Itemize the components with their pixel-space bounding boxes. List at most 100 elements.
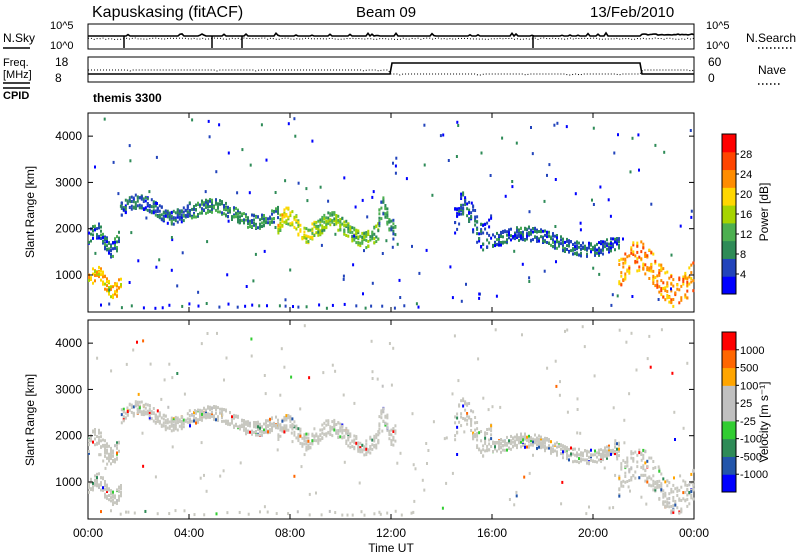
velocity-cell-1618 — [627, 485, 630, 489]
power-cell-1763 — [305, 187, 308, 191]
velocity-cell-1753 — [426, 462, 428, 465]
power-cell-1280 — [570, 249, 572, 253]
velocity-cell-1175 — [538, 445, 540, 449]
power-cell-1603 — [690, 277, 693, 280]
velocity-cell-358 — [188, 414, 191, 417]
power-cell-455 — [225, 213, 227, 217]
power-cell-864 — [363, 232, 366, 236]
power-cell-961 — [394, 233, 397, 237]
velocity-cell-1399 — [620, 465, 623, 469]
velocity-cell-759 — [329, 426, 332, 430]
velocity-cell-720 — [313, 439, 316, 442]
power-cell-1091 — [500, 234, 502, 238]
power-cell-1525 — [660, 287, 663, 291]
power-cell-229 — [144, 195, 147, 199]
velocity-cell-812 — [347, 432, 350, 435]
power-cell-421 — [211, 198, 213, 202]
power-cell-588 — [271, 217, 273, 221]
velocity-cell-417 — [207, 412, 209, 416]
power-cell-893 — [373, 241, 376, 245]
velocity-cell-1186 — [542, 441, 544, 445]
power-cell-1166 — [526, 234, 528, 238]
power-cell-1493 — [650, 251, 653, 255]
power-cell-1288 — [572, 247, 574, 251]
power-cell-1284 — [572, 243, 574, 246]
power-cell-329 — [178, 209, 181, 213]
power-cell-777 — [335, 222, 338, 226]
power-cell-1757 — [391, 245, 394, 249]
velocity-cell-973 — [468, 415, 471, 419]
power-cell-1738 — [197, 290, 200, 294]
velocity-cell-450 — [215, 418, 217, 422]
velocity-colorbar-frame — [721, 331, 737, 493]
velocity-cell-1466 — [644, 450, 647, 454]
velocity-cell-1722 — [576, 408, 579, 411]
velocity-cell-684 — [299, 427, 302, 431]
velocity-cell-414 — [205, 416, 207, 420]
power-cell-1460 — [638, 265, 641, 269]
velocity-cell-186 — [122, 415, 125, 419]
velocity-cell-1645 — [392, 346, 395, 350]
power-cell-1682 — [284, 298, 287, 302]
velocity-cell-876 — [375, 443, 378, 447]
power-cell-1267 — [564, 247, 566, 251]
power-cell-141 — [108, 286, 110, 290]
velocity-cell-309 — [170, 429, 173, 433]
power-cell-708 — [313, 220, 316, 224]
power-cell-497 — [239, 211, 241, 215]
velocity-cell-1418 — [626, 480, 629, 483]
velocity-cell-871 — [373, 434, 376, 438]
velocity-cell-532 — [247, 430, 249, 434]
velocity-cell-517 — [243, 428, 245, 432]
power-cell-1718 — [155, 265, 158, 269]
velocity-cell-637 — [283, 418, 286, 422]
velocity-cell-1165 — [536, 446, 538, 450]
velocity-cell-428 — [209, 408, 211, 412]
power-cell-1564 — [672, 298, 675, 301]
velocity-cell-951 — [460, 399, 463, 403]
velocity-cell-125 — [102, 477, 104, 481]
power-cell-1570 — [676, 287, 679, 291]
velocity-cell-1732 — [200, 342, 203, 346]
velocity-cell-129 — [104, 487, 106, 491]
velocity-cell-1777 — [640, 495, 643, 499]
velocity-cell-824 — [353, 434, 356, 438]
velocity-cell-873 — [373, 439, 376, 443]
velocity-cell-1361 — [608, 449, 610, 453]
velocity-cells — [88, 324, 695, 517]
power-cell-1441 — [630, 246, 633, 250]
velocity-cell-754 — [327, 430, 330, 434]
power-colorbar-tick-label-0: 28 — [740, 149, 752, 161]
power-cell-623 — [281, 213, 284, 217]
power-cell-1585 — [684, 295, 687, 299]
velocity-cell-704 — [307, 446, 310, 450]
power-cell-465 — [227, 209, 229, 213]
power-cell-201 — [132, 200, 135, 204]
velocity-cell-69 — [112, 459, 114, 462]
velocity-cell-1074 — [504, 439, 506, 443]
power-cell-1616 — [395, 156, 398, 160]
power-cell-338 — [182, 206, 185, 210]
velocity-cell-788 — [341, 431, 344, 435]
power-cell-1488 — [648, 277, 651, 280]
velocity-cell-114 — [98, 486, 100, 489]
y-tick-label-1: 2000 — [55, 222, 82, 236]
power-cell-812 — [347, 230, 350, 234]
velocity-cell-1213 — [550, 451, 552, 455]
velocity-cell-901 — [382, 407, 385, 411]
velocity-cell-1576 — [682, 491, 685, 495]
velocity-cell-835 — [357, 441, 360, 445]
power-cell-1373 — [606, 243, 608, 247]
power-cell-848 — [357, 243, 360, 247]
power-cell-763 — [329, 218, 332, 222]
velocity-cell-1212 — [550, 446, 552, 450]
velocity-cell-128 — [104, 481, 106, 485]
power-cell-549 — [257, 215, 259, 219]
power-cell-1663 — [108, 288, 111, 292]
velocity-cell-1661 — [110, 369, 113, 373]
power-cell-79 — [116, 248, 118, 252]
velocity-cell-1371 — [610, 450, 612, 454]
power-cell-1405 — [618, 244, 620, 247]
power-cell-855 — [361, 231, 364, 235]
velocity-cell-693 — [303, 436, 306, 440]
